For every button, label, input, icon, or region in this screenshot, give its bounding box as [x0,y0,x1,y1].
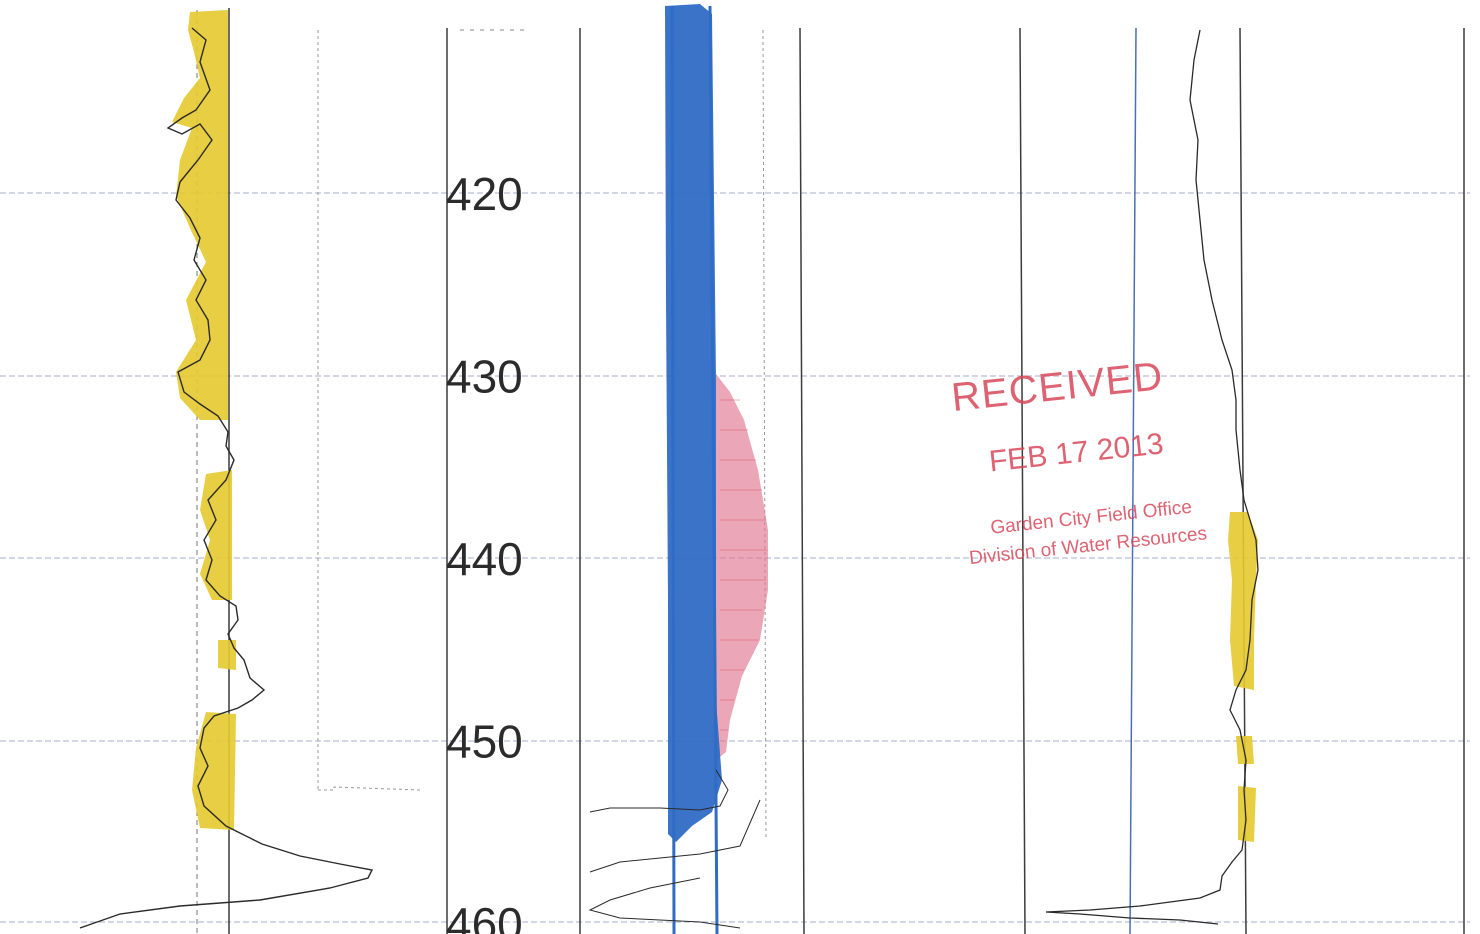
received-stamp: RECEIVED FEB 17 2013 Garden City Field O… [949,354,1208,569]
track2-curve-c [588,877,741,929]
track3-left-border [1019,27,1026,934]
red-zone-hatch [720,399,767,731]
depth-track: 420 430 440 450 460 [446,28,581,934]
track-2-porosity [588,4,805,934]
depth-labels: 420 430 440 450 460 [446,168,523,934]
yellow-zone-right-440 [1228,512,1258,690]
yellow-zone-upper [172,10,228,420]
track-3-resistivity [1019,27,1465,934]
track1-secondary-step [318,786,421,791]
track2-curve-a [589,769,729,813]
track2-curve-b [589,799,761,873]
red-zone [716,374,768,760]
depth-label-440: 440 [446,533,523,585]
track1-log-curve [79,27,374,929]
track-1-lithology-curve [79,8,421,934]
track2-dashed-line [762,29,767,841]
yellow-zone-445 [218,640,236,670]
blue-zone [665,4,722,842]
depth-label-450: 450 [446,716,523,768]
blue-line-right [708,5,719,934]
yellow-zone-right-455 [1238,786,1256,842]
track2-right-border [799,27,805,934]
depth-label-420: 420 [446,168,523,220]
track3-blue-line [1129,27,1137,934]
depth-label-460: 460 [446,898,523,934]
blue-line-left [670,5,676,934]
yellow-zone-right-450 [1236,736,1254,764]
track3-log-curve [1045,29,1259,925]
stamp-date: FEB 17 2013 [987,427,1165,478]
depth-label-430: 430 [446,351,523,403]
yellow-zone-450 [192,712,236,830]
yellow-zone-430-440 [200,470,232,600]
